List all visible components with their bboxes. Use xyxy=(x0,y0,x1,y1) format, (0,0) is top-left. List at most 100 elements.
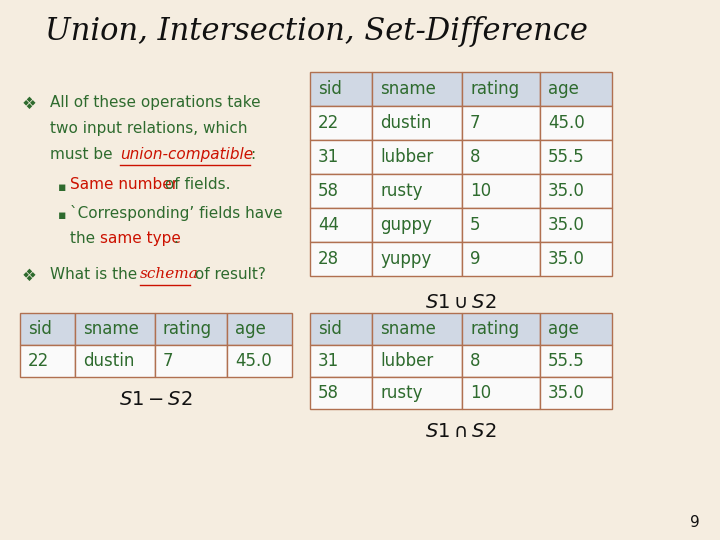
Bar xyxy=(372,174,462,208)
Bar xyxy=(227,313,292,345)
Text: ▪: ▪ xyxy=(58,181,66,194)
Text: $S1 \cup S2$: $S1 \cup S2$ xyxy=(426,294,497,312)
Bar xyxy=(310,106,372,140)
Text: ❖: ❖ xyxy=(22,95,37,113)
Text: 28: 28 xyxy=(318,250,339,268)
Text: must be: must be xyxy=(50,147,117,162)
Text: sname: sname xyxy=(380,80,436,98)
Bar xyxy=(75,345,155,377)
Text: lubber: lubber xyxy=(380,352,433,370)
Text: sid: sid xyxy=(318,320,342,338)
Text: 58: 58 xyxy=(318,182,339,200)
Bar xyxy=(310,174,372,208)
Text: :: : xyxy=(250,147,255,162)
Bar xyxy=(540,345,612,377)
Bar xyxy=(372,208,462,242)
Bar xyxy=(372,106,462,140)
Text: 55.5: 55.5 xyxy=(548,148,585,166)
Bar xyxy=(310,208,372,242)
Text: $S1 \cap S2$: $S1 \cap S2$ xyxy=(426,423,497,441)
Bar xyxy=(372,377,462,409)
Text: yuppy: yuppy xyxy=(380,250,431,268)
Text: What is the: What is the xyxy=(50,267,142,282)
Text: rusty: rusty xyxy=(380,182,423,200)
Bar xyxy=(372,242,462,276)
Text: lubber: lubber xyxy=(380,148,433,166)
Text: 5: 5 xyxy=(470,216,480,234)
Text: sname: sname xyxy=(380,320,436,338)
Bar xyxy=(540,242,612,276)
Text: 9: 9 xyxy=(470,250,480,268)
Bar xyxy=(540,208,612,242)
Text: ▪: ▪ xyxy=(58,209,66,222)
Bar xyxy=(310,313,372,345)
Bar xyxy=(540,174,612,208)
Bar xyxy=(310,72,372,106)
Bar xyxy=(310,345,372,377)
Text: sname: sname xyxy=(83,320,139,338)
Text: rating: rating xyxy=(163,320,212,338)
Text: 10: 10 xyxy=(470,384,491,402)
Bar xyxy=(155,345,227,377)
Text: age: age xyxy=(548,320,579,338)
Text: age: age xyxy=(548,80,579,98)
Text: 31: 31 xyxy=(318,352,339,370)
Bar xyxy=(462,140,540,174)
Text: 45.0: 45.0 xyxy=(235,352,271,370)
Text: 35.0: 35.0 xyxy=(548,250,585,268)
Text: 58: 58 xyxy=(318,384,339,402)
Bar xyxy=(462,345,540,377)
Text: 7: 7 xyxy=(470,114,480,132)
Text: 35.0: 35.0 xyxy=(548,384,585,402)
Text: 10: 10 xyxy=(470,182,491,200)
Bar xyxy=(540,313,612,345)
Text: dustin: dustin xyxy=(83,352,135,370)
Bar xyxy=(462,242,540,276)
Bar xyxy=(310,377,372,409)
Text: 31: 31 xyxy=(318,148,339,166)
Bar xyxy=(462,72,540,106)
Text: 55.5: 55.5 xyxy=(548,352,585,370)
Bar xyxy=(462,106,540,140)
Text: dustin: dustin xyxy=(380,114,431,132)
Text: of fields.: of fields. xyxy=(160,177,230,192)
Text: `Corresponding’ fields have: `Corresponding’ fields have xyxy=(70,205,283,221)
Text: .: . xyxy=(173,231,178,246)
Bar xyxy=(155,313,227,345)
Text: same type: same type xyxy=(100,231,181,246)
Text: 8: 8 xyxy=(470,148,480,166)
Bar xyxy=(372,72,462,106)
Text: 8: 8 xyxy=(470,352,480,370)
Bar xyxy=(310,140,372,174)
Text: Union, Intersection, Set-Difference: Union, Intersection, Set-Difference xyxy=(45,16,588,47)
Bar xyxy=(75,313,155,345)
Text: $S1 - S2$: $S1 - S2$ xyxy=(120,391,193,409)
Text: rating: rating xyxy=(470,320,519,338)
Text: ❖: ❖ xyxy=(22,267,37,285)
Text: union-compatible: union-compatible xyxy=(120,147,253,162)
Text: the: the xyxy=(70,231,100,246)
Text: 44: 44 xyxy=(318,216,339,234)
Text: Same number: Same number xyxy=(70,177,178,192)
Text: 45.0: 45.0 xyxy=(548,114,585,132)
Bar xyxy=(20,345,75,377)
Text: All of these operations take: All of these operations take xyxy=(50,95,261,110)
Text: 7: 7 xyxy=(163,352,174,370)
Text: 22: 22 xyxy=(318,114,339,132)
Bar xyxy=(372,140,462,174)
Text: 9: 9 xyxy=(690,515,700,530)
Text: age: age xyxy=(235,320,266,338)
Bar xyxy=(540,377,612,409)
Bar xyxy=(462,208,540,242)
Bar xyxy=(540,72,612,106)
Text: 22: 22 xyxy=(28,352,49,370)
Bar xyxy=(540,106,612,140)
Text: schema: schema xyxy=(140,267,199,281)
Bar xyxy=(372,345,462,377)
Bar xyxy=(20,313,75,345)
Bar xyxy=(310,242,372,276)
Text: rusty: rusty xyxy=(380,384,423,402)
Bar xyxy=(462,174,540,208)
Text: guppy: guppy xyxy=(380,216,432,234)
Text: 35.0: 35.0 xyxy=(548,216,585,234)
